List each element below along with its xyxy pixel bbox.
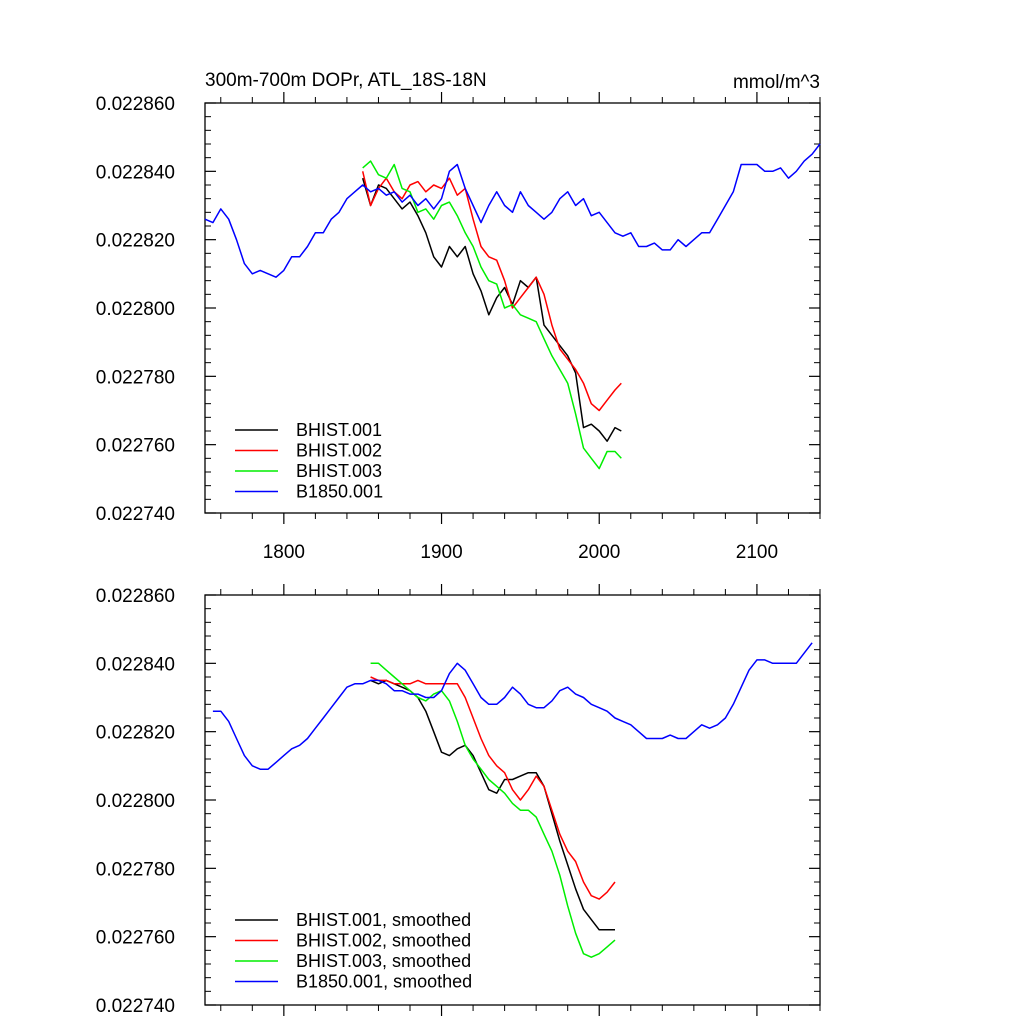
y-tick-label: 0.022760 bbox=[96, 436, 175, 457]
y-tick-label: 0.022800 bbox=[96, 299, 175, 320]
tick-marks bbox=[205, 584, 821, 1016]
y-tick-labels: 0.022740 0.022760 0.022780 0.022800 0.022820… bbox=[96, 586, 175, 1017]
x-tick-label: 1800 bbox=[263, 542, 305, 563]
y-tick-labels: 0.022740 0.022760 0.022780 0.022800 0.022820… bbox=[96, 94, 175, 525]
series-line bbox=[204, 143, 821, 278]
series-line bbox=[212, 642, 813, 770]
chart-title: 300m-700m DOPr, ATL_18S-18N bbox=[205, 70, 487, 91]
y-tick-label: 0.022740 bbox=[96, 996, 175, 1017]
y-tick-label: 0.022840 bbox=[96, 654, 175, 675]
x-tick-label: 2100 bbox=[736, 542, 778, 563]
legend-label: BHIST.002, smoothed bbox=[296, 931, 471, 951]
x-tick-label: 2000 bbox=[578, 542, 620, 563]
y-tick-label: 0.022860 bbox=[96, 94, 175, 115]
top-panel: 300m-700m DOPr, ATL_18S-18N mmol/m^3 0.0… bbox=[96, 70, 821, 563]
y-tick-label: 0.022840 bbox=[96, 162, 175, 183]
legend-label: BHIST.001, smoothed bbox=[296, 910, 471, 930]
legend-label: B1850.001, smoothed bbox=[296, 972, 472, 992]
y-tick-label: 0.022780 bbox=[96, 859, 175, 880]
units-label: mmol/m^3 bbox=[733, 72, 820, 93]
y-tick-label: 0.022820 bbox=[96, 231, 175, 252]
tick-marks bbox=[205, 92, 821, 524]
series-line bbox=[370, 676, 616, 900]
y-tick-label: 0.022800 bbox=[96, 791, 175, 812]
legend-label: BHIST.003, smoothed bbox=[296, 951, 471, 971]
y-tick-label: 0.022860 bbox=[96, 586, 175, 607]
y-tick-label: 0.022780 bbox=[96, 367, 175, 388]
series-line bbox=[370, 679, 615, 931]
bottom-panel: 0.022740 0.022760 0.022780 0.022800 0.022820… bbox=[96, 584, 821, 1017]
legend-label: BHIST.002 bbox=[296, 441, 382, 461]
series-line bbox=[362, 160, 622, 470]
x-tick-label: 1900 bbox=[420, 542, 462, 563]
series-lines bbox=[212, 642, 813, 958]
legend-label: BHIST.001 bbox=[296, 420, 382, 440]
x-tick-labels: 1800 1900 2000 2100 bbox=[263, 542, 778, 563]
legend-label: B1850.001 bbox=[296, 482, 383, 502]
legend-label: BHIST.003 bbox=[296, 461, 382, 481]
y-tick-label: 0.022760 bbox=[96, 928, 175, 949]
y-tick-label: 0.022740 bbox=[96, 504, 175, 525]
series-line bbox=[361, 177, 622, 442]
series-line bbox=[361, 171, 622, 412]
y-tick-label: 0.022820 bbox=[96, 723, 175, 744]
series-line bbox=[370, 662, 616, 958]
series-lines bbox=[204, 143, 821, 470]
